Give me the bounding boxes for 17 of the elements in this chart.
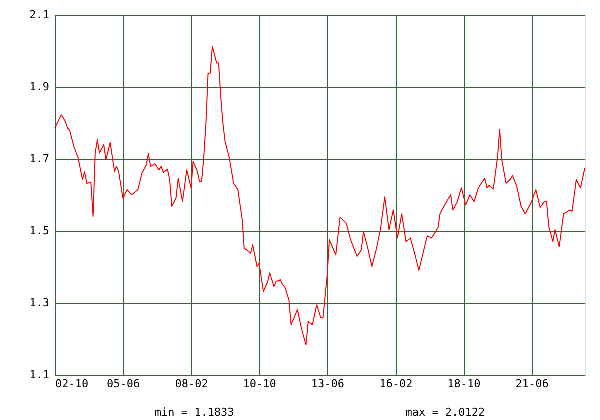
x-tick-label: 13-06 [311, 378, 345, 390]
y-tick-label: 1.3 [30, 296, 50, 310]
x-tick-label: 02-10 [56, 378, 89, 390]
text: max = 2.0122 [406, 406, 486, 419]
y-tick-label: 2.1 [30, 8, 50, 22]
y-tick-label: 1.9 [30, 80, 50, 94]
y-tick-label: 1.5 [30, 224, 50, 238]
y-tick-label: 1.1 [30, 368, 50, 382]
line-series [54, 46, 586, 346]
x-tick-label: 05-06 [107, 378, 140, 390]
x-tick-label: 16-02 [380, 378, 413, 390]
x-tick-label: 18-10 [448, 378, 481, 390]
y-tick-label: 1.7 [30, 152, 50, 166]
x-tick-label: 08-02 [175, 378, 208, 390]
text: min = 1.1833 [154, 406, 234, 419]
x-tick-label: 10-10 [243, 378, 276, 390]
x-tick-label: 21-06 [516, 378, 549, 390]
